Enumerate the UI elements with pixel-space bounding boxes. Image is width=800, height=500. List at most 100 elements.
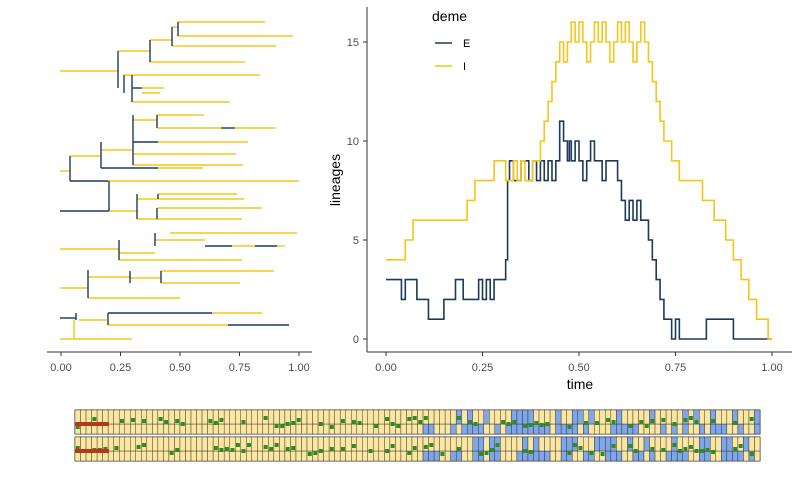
- grid-cell: [737, 409, 744, 425]
- y-tick-label: 15: [347, 37, 359, 49]
- grid-cell: [223, 409, 230, 425]
- grid-marker: [169, 451, 174, 455]
- grid-cell: [295, 423, 302, 435]
- grid-cell: [146, 409, 153, 425]
- series-lines: [386, 21, 772, 340]
- grid-cell: [118, 423, 125, 435]
- grid-cell: [494, 423, 501, 435]
- grid-marker: [539, 423, 544, 427]
- grid-marker: [407, 451, 412, 455]
- grid-cell: [671, 409, 678, 425]
- grid-cell: [118, 436, 125, 452]
- grid-cell: [312, 423, 319, 435]
- grid-marker: [385, 417, 390, 421]
- grid-cell: [560, 450, 567, 462]
- grid-cell: [478, 436, 484, 452]
- grid-cell: [362, 409, 368, 425]
- grid-cell: [301, 436, 308, 452]
- grid-cell: [317, 436, 324, 452]
- grid-cell: [306, 423, 313, 435]
- grid-cell: [201, 436, 208, 452]
- grid-cell: [152, 423, 159, 435]
- grid-cell: [699, 436, 705, 452]
- grid-cell: [80, 409, 87, 425]
- tree-x-tick-label: 0.75: [229, 362, 250, 374]
- grid-cell: [422, 423, 429, 435]
- grid-marker: [247, 443, 251, 447]
- grid-cell: [527, 436, 534, 452]
- grid-marker: [313, 451, 318, 455]
- y-axis-ticks: 0 5 10 15: [347, 37, 367, 346]
- grid-marker: [291, 446, 296, 450]
- grid-marker: [661, 448, 666, 452]
- grid-marker: [429, 443, 434, 447]
- grid-cell: [544, 409, 551, 425]
- grid-cell: [721, 450, 728, 462]
- grid-cell: [141, 450, 148, 462]
- grid-cell: [583, 423, 589, 435]
- grid-cell: [594, 423, 600, 435]
- grid-cell: [157, 423, 164, 435]
- grid-cell: [301, 409, 308, 425]
- grid-cell: [306, 409, 313, 425]
- grid-marker: [523, 424, 528, 428]
- grid-cell: [196, 409, 203, 425]
- grid-cell: [406, 423, 413, 435]
- grid-cell: [163, 436, 170, 452]
- grid-cell: [262, 423, 269, 435]
- grid-cell: [428, 423, 435, 435]
- grid-cell: [223, 450, 230, 462]
- legend-label-E: E: [463, 38, 470, 50]
- grid-cell: [632, 409, 639, 425]
- legend-title: deme: [432, 8, 467, 24]
- grid-cell: [483, 409, 490, 425]
- grid-marker: [512, 420, 517, 424]
- grid-cell: [235, 423, 241, 435]
- x-tick-label: 1.00: [761, 362, 782, 374]
- grid-cell: [704, 423, 711, 435]
- grid-cell: [373, 436, 380, 452]
- grid-cell: [356, 436, 363, 452]
- y-tick-label: 5: [353, 235, 359, 247]
- grid-cell: [356, 423, 363, 435]
- grid-marker: [219, 418, 224, 422]
- grid-marker: [340, 447, 345, 451]
- grid-cell: [196, 436, 203, 452]
- grid-cell: [638, 436, 645, 452]
- grid-cell: [146, 436, 153, 452]
- grid-marker: [672, 422, 677, 426]
- x-axis-ticks: 0.00 0.25 0.50 0.75 1.00: [375, 352, 783, 374]
- grid-red-band: [75, 449, 109, 453]
- grid-cell: [489, 409, 496, 425]
- grid-marker: [694, 420, 699, 424]
- grid-cell: [246, 423, 252, 435]
- grid-cell: [163, 450, 170, 462]
- grid-marker: [219, 448, 224, 452]
- grid-cell: [594, 450, 600, 462]
- grid-cell: [555, 436, 562, 452]
- grid-cell: [179, 409, 186, 425]
- grid-cell: [715, 423, 722, 435]
- grid-cell: [334, 409, 341, 425]
- grid-marker: [639, 420, 644, 424]
- grid-marker: [506, 422, 511, 426]
- grid-cell: [362, 436, 368, 452]
- grid-cell: [400, 423, 407, 435]
- grid-marker: [307, 452, 312, 456]
- grid-marker: [213, 421, 218, 425]
- grid-cell: [240, 423, 247, 435]
- grid-cell: [135, 409, 142, 425]
- grid-cell: [212, 423, 219, 435]
- grid-cell: [754, 409, 761, 425]
- grid-marker: [528, 423, 533, 427]
- grid-cell: [257, 423, 264, 435]
- grid-cell: [538, 450, 545, 462]
- grid-marker: [158, 417, 163, 421]
- grid-cell: [146, 450, 153, 462]
- grid-cell: [141, 423, 148, 435]
- grid-cell: [279, 450, 286, 462]
- grid-cell: [687, 423, 694, 435]
- tree-branches: [60, 21, 299, 340]
- grid-marker: [230, 448, 235, 452]
- grid-cell: [461, 436, 468, 452]
